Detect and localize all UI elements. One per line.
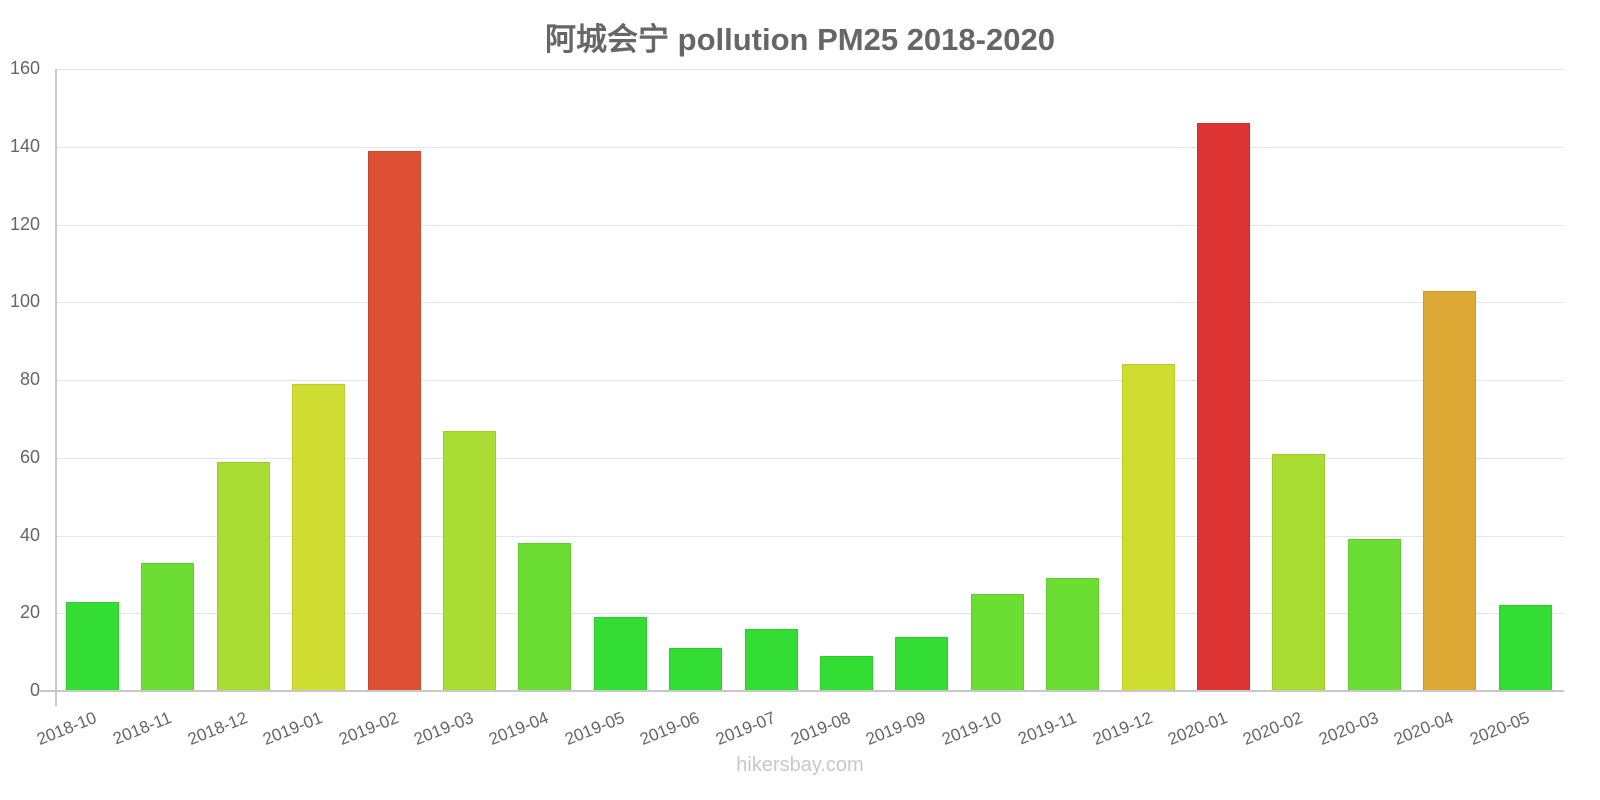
x-tick-label: 2019-04 xyxy=(486,708,552,749)
y-axis-line xyxy=(55,69,57,706)
x-tick-label: 2019-11 xyxy=(1015,708,1080,749)
plot-area xyxy=(56,69,1564,692)
chart-title: 阿城会宁 pollution PM25 2018-2020 xyxy=(545,22,1055,57)
x-tick-label: 2019-12 xyxy=(1089,708,1155,749)
x-tick-label: 2019-02 xyxy=(335,708,401,749)
bar-2020-05[interactable] xyxy=(1498,605,1552,691)
bar-2019-12[interactable] xyxy=(1121,364,1175,691)
y-tick-label: 80 xyxy=(19,369,40,389)
x-tick-label: 2018-12 xyxy=(184,708,250,749)
bar-2019-04[interactable] xyxy=(518,543,572,691)
x-tick-label: 2020-03 xyxy=(1315,708,1381,749)
gridline xyxy=(56,613,1564,615)
bar-2019-10[interactable] xyxy=(970,593,1024,691)
bar-2018-12[interactable] xyxy=(216,461,270,691)
y-tick-label: 0 xyxy=(29,680,40,700)
x-tick-label: 2019-10 xyxy=(938,708,1004,749)
gridline xyxy=(56,224,1564,226)
gridline xyxy=(56,146,1564,148)
watermark: hikersbay.com xyxy=(736,754,864,776)
bar-2019-02[interactable] xyxy=(367,150,421,691)
bar-2020-02[interactable] xyxy=(1272,453,1326,691)
bar-2018-10[interactable] xyxy=(66,601,119,691)
x-tick-label: 2020-05 xyxy=(1466,708,1532,749)
x-tick-label: 2019-07 xyxy=(712,708,778,749)
bar-2019-09[interactable] xyxy=(895,636,949,691)
bar-2020-04[interactable] xyxy=(1423,290,1477,691)
y-tick-label: 40 xyxy=(19,524,40,545)
x-tick-label: 2019-01 xyxy=(260,708,326,749)
gridline xyxy=(56,535,1564,537)
bar-2019-05[interactable] xyxy=(593,617,647,691)
x-tick-label: 2018-11 xyxy=(110,708,175,749)
y-tick-label: 60 xyxy=(19,446,40,467)
bar-2020-01[interactable] xyxy=(1197,123,1250,691)
y-tick-label: 100 xyxy=(9,291,40,312)
x-tick-label: 2019-08 xyxy=(788,708,854,749)
bar-2019-01[interactable] xyxy=(292,383,346,691)
x-tick-label: 2018-10 xyxy=(34,708,100,749)
y-tick-label: 140 xyxy=(9,135,40,156)
bar-2019-08[interactable] xyxy=(820,656,873,691)
x-tick-label: 2020-01 xyxy=(1165,708,1231,749)
bar-2019-07[interactable] xyxy=(744,628,798,691)
bar-2020-03[interactable] xyxy=(1347,539,1401,691)
y-tick-label: 160 xyxy=(9,58,40,78)
gridline xyxy=(56,69,1564,70)
x-tick-label: 2019-09 xyxy=(863,708,929,749)
x-tick-label: 2019-06 xyxy=(637,708,703,749)
gridline xyxy=(56,302,1564,304)
bar-2019-11[interactable] xyxy=(1046,578,1100,691)
x-tick-label: 2019-03 xyxy=(411,708,477,749)
gridline xyxy=(56,457,1564,459)
gridline xyxy=(56,380,1564,381)
x-tick-label: 2020-04 xyxy=(1391,708,1457,749)
x-tick-label: 2020-02 xyxy=(1240,708,1306,749)
y-tick-label: 20 xyxy=(19,602,40,623)
bar-2019-06[interactable] xyxy=(669,648,723,691)
bar-2019-03[interactable] xyxy=(443,430,496,691)
y-tick-label: 120 xyxy=(9,213,40,234)
bar-2018-11[interactable] xyxy=(141,562,195,691)
x-axis-line xyxy=(40,690,1564,692)
x-tick-label: 2019-05 xyxy=(561,708,627,749)
